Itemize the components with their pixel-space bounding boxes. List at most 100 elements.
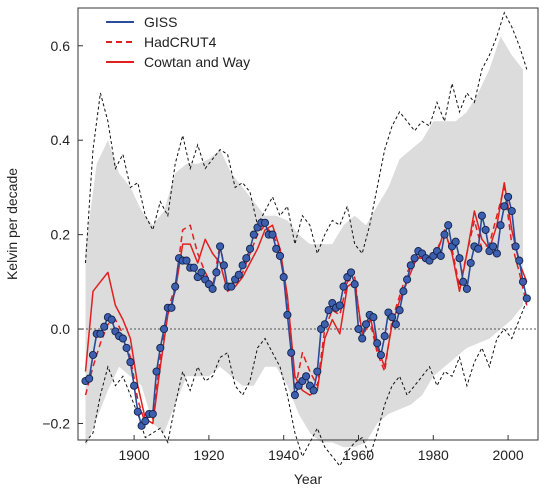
series-line-hadcrut4 — [84, 186, 528, 425]
data-point — [133, 407, 142, 416]
data-point — [466, 258, 475, 268]
y-axis-title: Kelvin per decade — [4, 168, 20, 280]
data-point — [118, 334, 127, 343]
x-tick-label: 1940 — [268, 447, 299, 463]
data-point — [287, 348, 296, 357]
data-point — [234, 270, 243, 279]
data-point — [522, 294, 531, 303]
uncertainty-band — [85, 36, 523, 448]
data-point — [380, 332, 389, 341]
data-point — [148, 409, 157, 419]
data-point — [130, 381, 139, 390]
data-point — [403, 275, 412, 284]
y-tick-label: 0.4 — [51, 132, 71, 148]
data-point — [436, 251, 445, 260]
data-point — [107, 315, 116, 324]
data-point — [189, 263, 198, 272]
data-point — [462, 284, 471, 293]
data-point — [492, 249, 501, 258]
data-point — [88, 350, 98, 360]
legend: GISS HadCRUT4 Cowtan and Way — [106, 14, 250, 70]
data-point — [481, 225, 490, 234]
data-point — [395, 306, 404, 315]
data-point — [376, 350, 385, 360]
data-point — [350, 280, 359, 289]
axes — [77, 7, 539, 441]
data-point — [313, 367, 322, 376]
data-point — [324, 306, 333, 315]
data-point — [511, 242, 520, 251]
data-point — [500, 202, 509, 211]
data-point — [518, 277, 528, 286]
series-line-cowtan-and-way — [84, 181, 528, 425]
data-point — [391, 320, 400, 329]
data-point — [283, 310, 292, 319]
lower-bound-line — [85, 300, 528, 467]
data-point — [373, 339, 382, 348]
y-tick-label: 0.2 — [51, 227, 71, 243]
x-tick-label: 1920 — [193, 447, 224, 463]
data-point — [489, 242, 498, 251]
giss-markers — [81, 192, 531, 430]
y-tick-label: 0.0 — [51, 321, 71, 337]
plot-frame — [77, 7, 539, 441]
data-point — [504, 192, 513, 201]
data-point — [459, 277, 468, 286]
dashed-bounds — [85, 11, 528, 467]
data-point — [159, 324, 169, 334]
data-point — [212, 268, 221, 277]
data-point — [219, 261, 228, 270]
data-point — [260, 218, 270, 227]
legend-label: Cowtan and Way — [144, 54, 250, 70]
data-point — [141, 417, 150, 426]
data-point — [515, 256, 524, 265]
y-tick-label: 0.6 — [51, 38, 71, 54]
data-point — [410, 254, 419, 263]
data-point — [290, 391, 299, 400]
data-point — [126, 358, 135, 367]
data-point — [85, 374, 94, 383]
y-tick-label: −0.2 — [42, 415, 70, 431]
data-point — [182, 256, 191, 265]
data-point — [440, 230, 449, 239]
data-point — [242, 254, 251, 263]
data-point — [477, 211, 486, 220]
x-tick-label: 1900 — [119, 447, 150, 463]
data-point — [197, 268, 206, 277]
data-point — [279, 273, 288, 282]
data-point — [268, 230, 277, 239]
data-point — [208, 284, 217, 293]
data-point — [216, 242, 225, 251]
upper-bound-line — [85, 11, 528, 264]
data-point — [309, 386, 318, 395]
data-point — [399, 287, 408, 296]
data-point — [358, 334, 367, 343]
data-point — [100, 322, 109, 331]
data-point — [451, 237, 460, 246]
data-point — [152, 367, 161, 376]
x-tick-label: 1980 — [418, 447, 449, 463]
data-point — [369, 313, 378, 322]
x-tick-label: 2000 — [493, 447, 524, 463]
data-point — [339, 282, 348, 291]
data-point — [275, 251, 285, 260]
x-tick-label: 1960 — [343, 447, 374, 463]
tick-labels: 1900 1920 1940 1960 1980 2000 −0.2 0.0 0.2 0.4 0.6 — [42, 38, 524, 463]
data-point — [238, 261, 247, 270]
data-point — [245, 244, 255, 253]
band-area — [85, 36, 523, 448]
data-point — [406, 261, 415, 270]
data-point — [361, 320, 371, 329]
data-point — [272, 244, 281, 253]
data-point — [227, 282, 236, 291]
legend-label: GISS — [144, 14, 177, 30]
x-axis-title: Year — [294, 471, 323, 487]
legend-label: HadCRUT4 — [144, 34, 217, 50]
data-point — [302, 372, 311, 381]
data-point — [249, 230, 258, 239]
data-point — [96, 329, 105, 338]
data-point — [496, 221, 505, 230]
data-point — [354, 324, 363, 334]
data-point — [122, 343, 131, 352]
